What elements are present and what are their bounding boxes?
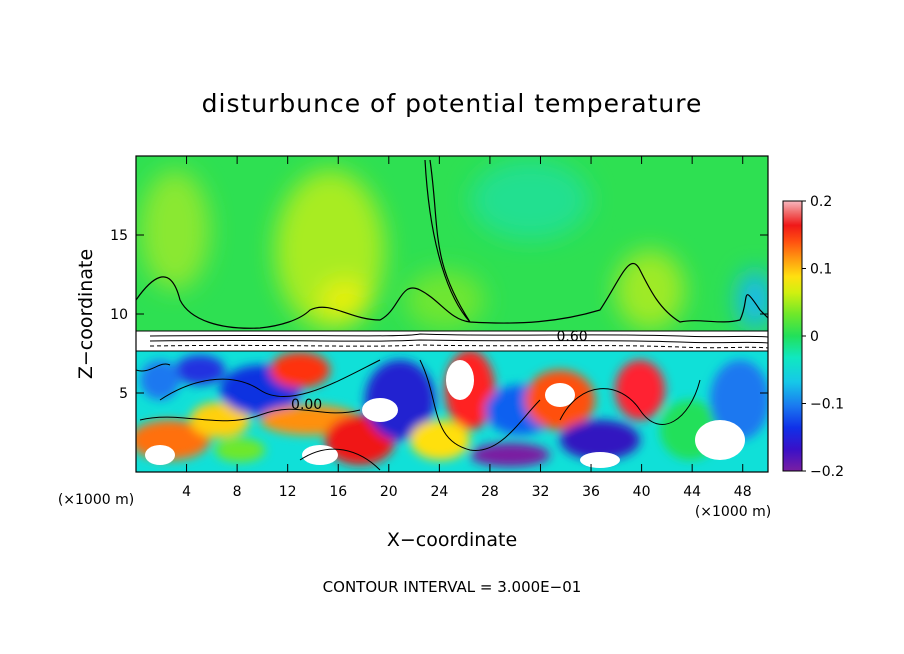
colorbar-tick-label: 0 (810, 329, 819, 345)
x-tick-label: 40 (633, 484, 651, 500)
y-tick-label: 10 (110, 307, 128, 323)
x-unit-left: (×1000 m) (58, 492, 134, 508)
x-tick-label: 24 (430, 484, 448, 500)
colorbar-tick-label: 0.1 (810, 262, 832, 278)
x-tick-label: 16 (329, 484, 347, 500)
x-tick-label: 20 (380, 484, 398, 500)
y-ticks: 5 10 15 (110, 228, 768, 402)
contour-label-layer: 0.00 0.60 (291, 329, 588, 413)
heatmap-field (136, 156, 768, 472)
x-tick-label: 32 (532, 484, 550, 500)
colorbar-tick-label: −0.2 (810, 464, 844, 480)
y-axis-label: Z−coordinate (75, 249, 97, 379)
contour-label: 0.00 (291, 397, 322, 413)
colorbar (782, 200, 803, 472)
x-unit-right: (×1000 m) (695, 504, 771, 520)
x-ticks: 4 8 12 16 20 24 28 32 36 40 44 48 (182, 156, 752, 500)
colorbar-ticks: 0.2 0.1 0 −0.1 −0.2 (802, 194, 844, 480)
contour-label: 0.60 (556, 329, 587, 345)
x-tick-label: 48 (734, 484, 752, 500)
x-tick-label: 4 (182, 484, 191, 500)
y-tick-label: 5 (119, 386, 128, 402)
y-tick-label: 15 (110, 228, 128, 244)
x-axis-label: X−coordinate (387, 529, 517, 551)
contour-interval-note: CONTOUR INTERVAL = 3.000E−01 (323, 578, 582, 596)
x-tick-label: 36 (582, 484, 600, 500)
x-tick-label: 8 (233, 484, 242, 500)
colorbar-tick-label: −0.1 (810, 397, 844, 413)
x-tick-label: 44 (683, 484, 701, 500)
colorbar-tick-label: 0.2 (810, 194, 832, 210)
chart-title: disturbunce of potential temperature (202, 89, 703, 118)
x-tick-label: 12 (279, 484, 297, 500)
x-tick-label: 28 (481, 484, 499, 500)
